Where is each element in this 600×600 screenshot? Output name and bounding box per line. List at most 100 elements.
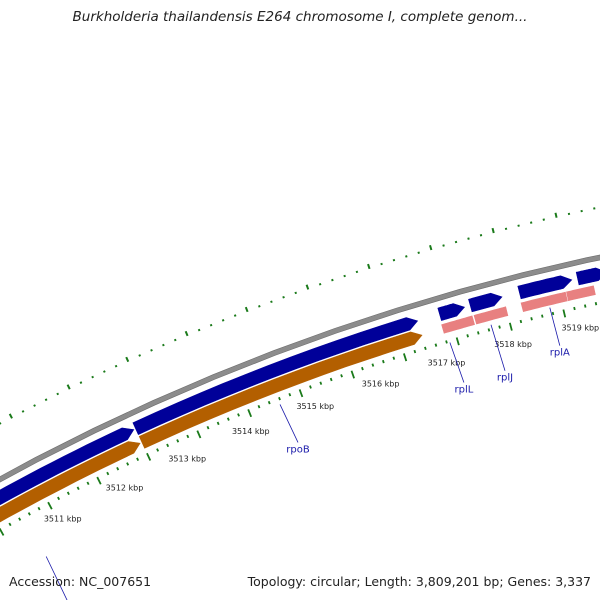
accession-text: Accession: NC_007651 — [9, 574, 152, 589]
gene-label-rpob: rpoB — [286, 444, 310, 455]
tick-mark — [445, 340, 448, 344]
tick-mark — [206, 425, 210, 430]
cds-arrow — [132, 317, 419, 435]
tick-mark — [176, 439, 180, 443]
outer-dot — [380, 262, 383, 266]
scale-tick-label: 3514 kbp — [232, 427, 270, 436]
tick-mark — [340, 374, 343, 378]
scale-tick-label: 3515 kbp — [296, 402, 334, 411]
gene-label-rpla: rplA — [550, 348, 570, 359]
tick-mark — [392, 356, 396, 360]
tick-mark — [350, 370, 355, 379]
gene-arrow — [138, 331, 423, 449]
tick-mark — [166, 443, 170, 448]
tick-mark — [371, 363, 375, 367]
tick-mark — [196, 430, 202, 439]
tick-mark — [8, 522, 12, 527]
tick-mark — [278, 396, 281, 401]
outer-dot — [0, 422, 2, 425]
outer-dot — [162, 343, 165, 347]
tick-mark — [86, 481, 90, 486]
tick-mark — [455, 337, 460, 346]
outer-dot — [305, 284, 310, 290]
outer-dot — [417, 251, 420, 254]
outer-dot — [491, 227, 495, 234]
tick-mark — [309, 385, 312, 389]
outer-dot — [367, 263, 371, 270]
outer-dot — [467, 237, 470, 240]
cds-arrow — [468, 292, 503, 313]
outer-dot — [66, 384, 71, 390]
outer-dot-ring — [0, 207, 596, 425]
scale-tick-label: 3511 kbp — [44, 515, 82, 524]
backbone-arc — [0, 254, 600, 483]
outer-dot — [138, 354, 141, 357]
feature-arrow — [566, 285, 596, 302]
tick-mark — [413, 349, 417, 354]
cds-arrow — [437, 303, 466, 321]
outer-dot — [282, 295, 285, 299]
map-title: Burkholderia thailandensis E264 chromoso… — [72, 9, 528, 25]
outer-dot — [221, 319, 225, 322]
tick-mark — [584, 304, 587, 308]
outer-dot — [554, 212, 558, 218]
outer-dot — [454, 240, 458, 244]
tick-mark — [18, 517, 22, 521]
tick-mark — [477, 331, 480, 335]
tick-mark — [573, 306, 576, 311]
outer-dot — [56, 392, 60, 396]
gene-leader-line — [549, 307, 561, 346]
scale-tick-label: 3516 kbp — [362, 379, 400, 388]
tick-mark — [594, 302, 598, 306]
tick-mark — [267, 400, 271, 405]
outer-dot — [209, 323, 213, 327]
outer-dot — [270, 300, 273, 304]
outer-dot — [233, 314, 237, 317]
tick-mark — [186, 434, 190, 439]
outer-dot — [44, 398, 48, 402]
tick-mark — [466, 334, 469, 338]
outer-dot — [244, 306, 249, 313]
outer-dot — [479, 234, 483, 237]
outer-dot — [8, 413, 13, 419]
tick-mark — [0, 528, 5, 536]
outer-dot — [184, 330, 189, 337]
tick-mark — [319, 381, 323, 385]
tick-mark — [96, 476, 102, 485]
tick-mark — [298, 389, 304, 398]
outer-dot — [355, 270, 359, 274]
outer-dot — [125, 356, 130, 363]
tick-mark — [136, 457, 140, 461]
outer-dot — [79, 381, 83, 384]
cds-track — [0, 267, 600, 506]
tick-mark — [288, 392, 292, 397]
tick-mark — [146, 452, 152, 461]
outer-dot — [442, 244, 445, 247]
tick-mark — [530, 317, 533, 321]
tick-mark — [403, 353, 408, 362]
tick-mark — [247, 409, 253, 418]
scale-tick-label: 3518 kbp — [494, 340, 532, 349]
gene-leader-line — [449, 342, 465, 383]
tick-mark — [487, 328, 491, 332]
tick-mark — [329, 377, 333, 382]
outer-dot — [331, 278, 334, 282]
outer-dot — [33, 404, 36, 407]
scale-ticks: 3511 kbp 3512 kbp 3513 kbp 3514 kbp 3515 kbp… — [0, 302, 599, 536]
outer-dot — [197, 328, 201, 332]
tick-mark — [106, 471, 110, 476]
outer-dot — [294, 291, 298, 295]
scale-tick-label: 3512 kbp — [106, 483, 144, 492]
tick-mark — [47, 501, 53, 510]
gene-arrow — [0, 441, 141, 523]
feature-track — [0, 285, 596, 523]
cds-arrow — [575, 267, 600, 286]
tick-mark — [361, 366, 364, 371]
tick-mark — [57, 496, 61, 501]
tick-mark — [541, 314, 544, 318]
gene-label-rplj: rplJ — [497, 373, 513, 384]
tick-mark — [37, 506, 41, 511]
scale-tick-label: 3519 kbp — [561, 323, 599, 332]
outer-dot — [258, 304, 261, 308]
